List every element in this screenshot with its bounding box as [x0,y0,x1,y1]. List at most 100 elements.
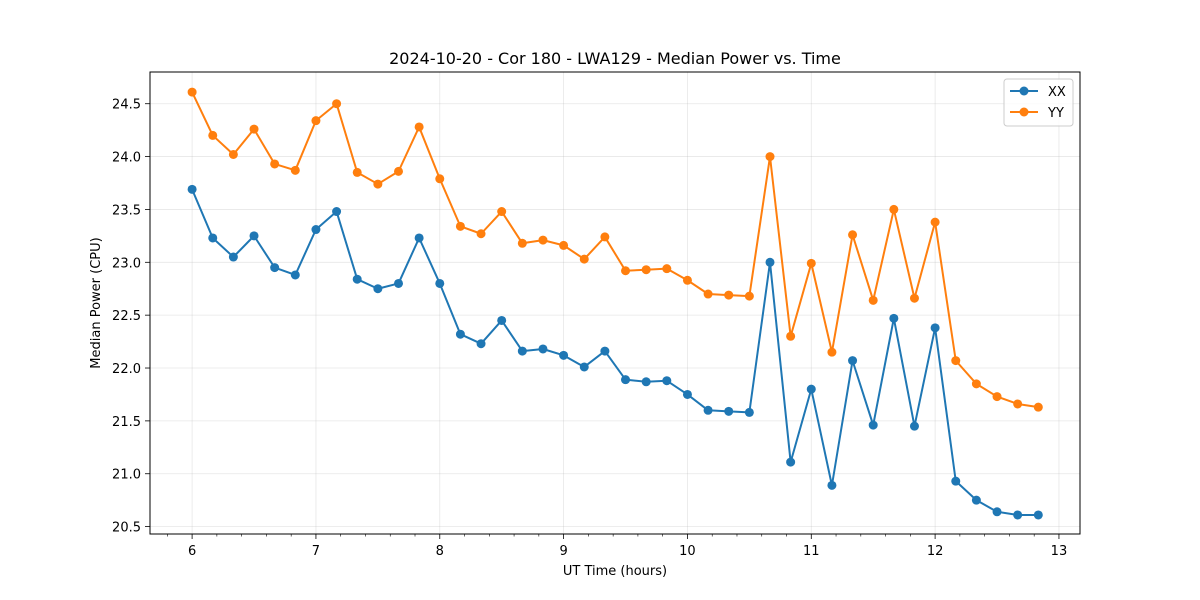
data-point-yy [208,130,218,140]
y-tick-label: 22.0 [112,362,141,377]
data-point-yy [662,264,672,274]
data-point-yy [621,266,631,276]
data-point-xx [579,362,589,372]
data-point-xx [187,184,197,194]
data-point-xx [765,257,775,267]
x-axis-label: UT Time (hours) [563,564,667,579]
x-tick-label: 10 [679,544,696,559]
data-point-xx [1033,510,1043,520]
data-point-xx [600,346,610,356]
data-point-xx [827,480,837,490]
y-axis-label: Median Power (CPU) [89,237,104,368]
data-point-yy [992,392,1002,402]
data-point-xx [290,270,300,280]
data-point-yy [559,240,569,250]
legend-marker-xx [1019,86,1029,96]
data-point-yy [724,290,734,300]
y-tick-label: 24.5 [112,98,141,113]
data-point-xx [909,421,919,431]
x-tick-label: 8 [436,544,444,559]
data-point-xx [559,350,569,360]
data-point-xx [538,344,548,354]
data-point-yy [889,204,899,214]
x-tick-label: 11 [803,544,820,559]
y-tick-label: 23.5 [112,203,141,218]
data-point-xx [435,278,445,288]
data-point-yy [373,179,383,189]
data-point-yy [1013,399,1023,409]
data-point-yy [476,229,486,239]
data-point-yy [971,379,981,389]
data-point-xx [951,476,961,486]
y-tick-label: 24.0 [112,151,141,166]
data-point-yy [435,174,445,184]
data-point-yy [806,258,816,268]
data-point-yy [827,347,837,357]
data-point-xx [848,356,858,366]
data-point-xx [930,323,940,333]
data-point-xx [1013,510,1023,520]
data-point-yy [703,289,713,299]
data-point-yy [538,235,548,245]
data-point-yy [848,230,858,240]
x-tick-label: 6 [188,544,196,559]
data-point-xx [476,339,486,349]
data-point-xx [228,252,238,262]
data-point-yy [682,275,692,285]
data-point-yy [641,265,651,275]
data-point-xx [806,384,816,394]
data-point-xx [662,376,672,386]
legend: XX YY [1003,78,1074,127]
x-tick-label: 7 [312,544,320,559]
data-point-yy [228,149,238,159]
legend-label-xx: XX [1048,85,1066,100]
data-point-yy [868,295,878,305]
legend-marker-yy [1019,107,1029,117]
data-point-xx [641,377,651,387]
data-point-xx [311,225,321,235]
data-point-yy [951,356,961,366]
data-point-xx [724,406,734,416]
data-point-yy [311,116,321,126]
grid-lines [150,72,1080,534]
data-point-xx [208,233,218,243]
data-point-xx [270,263,280,273]
data-point-yy [187,87,197,97]
data-point-xx [393,278,403,288]
data-point-yy [930,217,940,227]
series-line-xx [191,188,1039,516]
data-point-xx [455,329,465,339]
data-point-yy [600,232,610,242]
data-point-xx [868,420,878,430]
data-point-yy [332,99,342,109]
data-point-xx [682,389,692,399]
data-point-xx [332,207,342,217]
legend-label-yy: YY [1047,106,1064,121]
data-point-yy [765,152,775,162]
data-point-xx [971,495,981,505]
data-point-yy [270,159,280,169]
data-point-yy [249,124,259,134]
data-point-yy [786,331,796,341]
data-point-yy [393,166,403,176]
data-point-yy [517,238,527,248]
y-tick-label: 22.5 [112,309,141,324]
data-point-xx [414,233,424,243]
x-tick-label: 9 [559,544,567,559]
data-point-xx [352,274,362,284]
data-point-yy [497,207,507,217]
x-tick-label: 13 [1051,544,1068,559]
data-point-xx [517,346,527,356]
data-point-xx [621,375,631,385]
data-point-xx [249,231,259,241]
data-point-yy [414,122,424,132]
data-point-yy [744,291,754,301]
data-point-yy [1033,402,1043,412]
y-tick-label: 20.5 [112,521,141,536]
data-point-yy [455,221,465,231]
data-point-yy [579,254,589,264]
data-point-xx [497,315,507,325]
